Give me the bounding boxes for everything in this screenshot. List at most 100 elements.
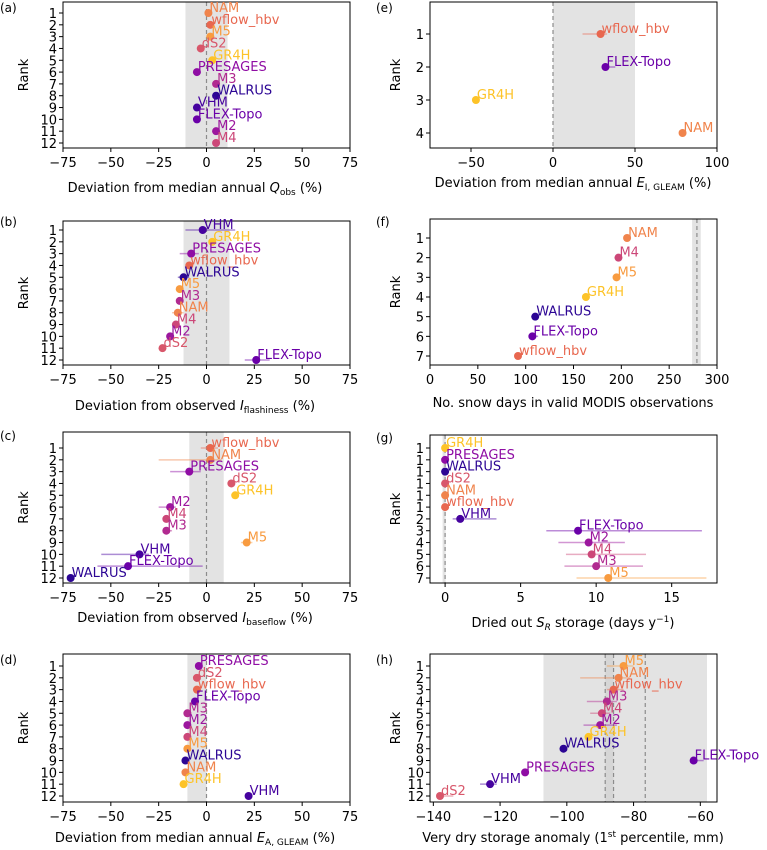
point-label: GR4H [587,285,624,300]
y-tick-label: 12 [407,790,424,805]
x-tick-label: 100 [705,156,730,171]
y-tick-label: 4 [49,259,57,274]
x-tick-label: 25 [246,373,263,388]
y-tick-label: 12 [40,790,57,805]
y-tick-label: 4 [416,291,424,306]
point-label: wflow_hbv [211,13,279,28]
data-point [212,127,221,136]
y-tick-label: 5 [49,271,57,286]
x-axis-label: Very dry storage anomaly (1st percentile… [422,830,724,846]
point-label: PRESAGES [200,654,269,669]
panel-label: (f) [376,215,390,229]
data-point [185,467,194,476]
point-label: FLEX-Topo [129,554,194,569]
panel-label: (g) [376,431,393,445]
data-point [441,444,450,452]
y-tick-label: 3 [49,466,57,481]
y-tick-label: 6 [49,66,57,81]
x-tick-label: −25 [145,373,172,388]
point-label: dS2 [202,36,227,51]
data-point [173,308,182,317]
x-axis-label: Dried out SR storage (days y−1) [472,615,675,633]
data-point [581,293,590,301]
data-point [206,32,215,41]
x-tick-label: 0 [202,591,210,606]
y-tick-label: 4 [49,477,57,492]
data-point [158,344,167,353]
reference-band [553,2,635,148]
data-point [584,538,593,547]
data-point [584,732,593,741]
y-tick-label: 5 [416,548,424,563]
point-label: M4 [619,246,639,261]
point-label: VHM [250,784,280,799]
x-tick-label: −75 [49,156,76,171]
point-label: PRESAGES [446,448,515,463]
y-tick-label: 1 [416,477,424,492]
point-label: M5 [188,737,208,752]
x-tick-label: −60 [687,810,714,825]
point-label: M3 [181,289,201,304]
data-point [162,526,171,535]
point-label: NAM [446,483,476,498]
point-label: wflow_hbv [190,253,258,268]
point-label: M4 [217,131,237,146]
y-tick-label: 1 [416,660,424,675]
panel-label: (d) [0,653,17,667]
data-point [192,673,201,682]
point-label: M5 [211,25,231,40]
point-label: dS2 [163,336,188,351]
data-point [596,721,605,730]
y-tick-label: 6 [416,719,424,734]
point-label: NAM [209,1,239,16]
x-tick-label: 50 [294,591,311,606]
data-point [162,514,171,523]
data-point [678,129,687,137]
y-tick-label: 9 [416,755,424,770]
data-point [183,744,192,753]
y-tick-label: 9 [49,537,57,552]
x-tick-label: 0 [202,156,210,171]
x-tick-label: 50 [627,156,644,171]
y-tick-label: 12 [40,354,57,369]
point-label: M5 [181,277,201,292]
data-point [175,296,184,305]
y-tick-label: 8 [49,307,57,322]
data-point [171,320,180,329]
point-label: dS2 [198,666,223,681]
data-point [206,455,215,464]
data-point [191,697,200,706]
data-point [531,312,540,321]
panel-h: −140 −120 −100 −80 −60123456789101112RankVer… [376,653,759,846]
point-label: VHM [198,96,228,111]
y-tick-label: 7 [416,572,424,587]
y-axis-label: Rank [389,711,404,744]
data-point [183,721,192,730]
y-tick-label: 5 [49,489,57,504]
plot-frame [429,434,718,584]
y-tick-label: 1 [49,224,57,239]
x-tick-label: 0 [426,373,434,388]
y-tick-label: 12 [40,572,57,587]
y-tick-label: 3 [416,271,424,286]
data-point [619,662,628,670]
y-tick-label: 5 [416,311,424,326]
point-label: VHM [141,542,171,557]
x-axis-label: Deviation from observed Iflashiness (%) [75,399,315,416]
point-label: FLEX-Topo [198,107,263,122]
y-tick-label: 1 [49,442,57,457]
point-label: WALRUS [72,566,127,581]
point-label: PRESAGES [192,242,261,257]
data-point [592,562,601,571]
data-point [614,673,623,682]
y-tick-label: 12 [40,137,57,152]
point-label: M2 [217,119,237,134]
y-tick-label: 1 [49,7,57,22]
y-tick-label: 7 [416,350,424,365]
data-point [441,455,450,464]
y-tick-label: 10 [40,330,57,345]
x-tick-label: −50 [457,156,484,171]
data-point [436,792,445,800]
panel-d: −75 −50 −25 0 25 50 75123456789101112RankDevia… [0,653,358,848]
y-tick-label: 11 [40,560,57,575]
